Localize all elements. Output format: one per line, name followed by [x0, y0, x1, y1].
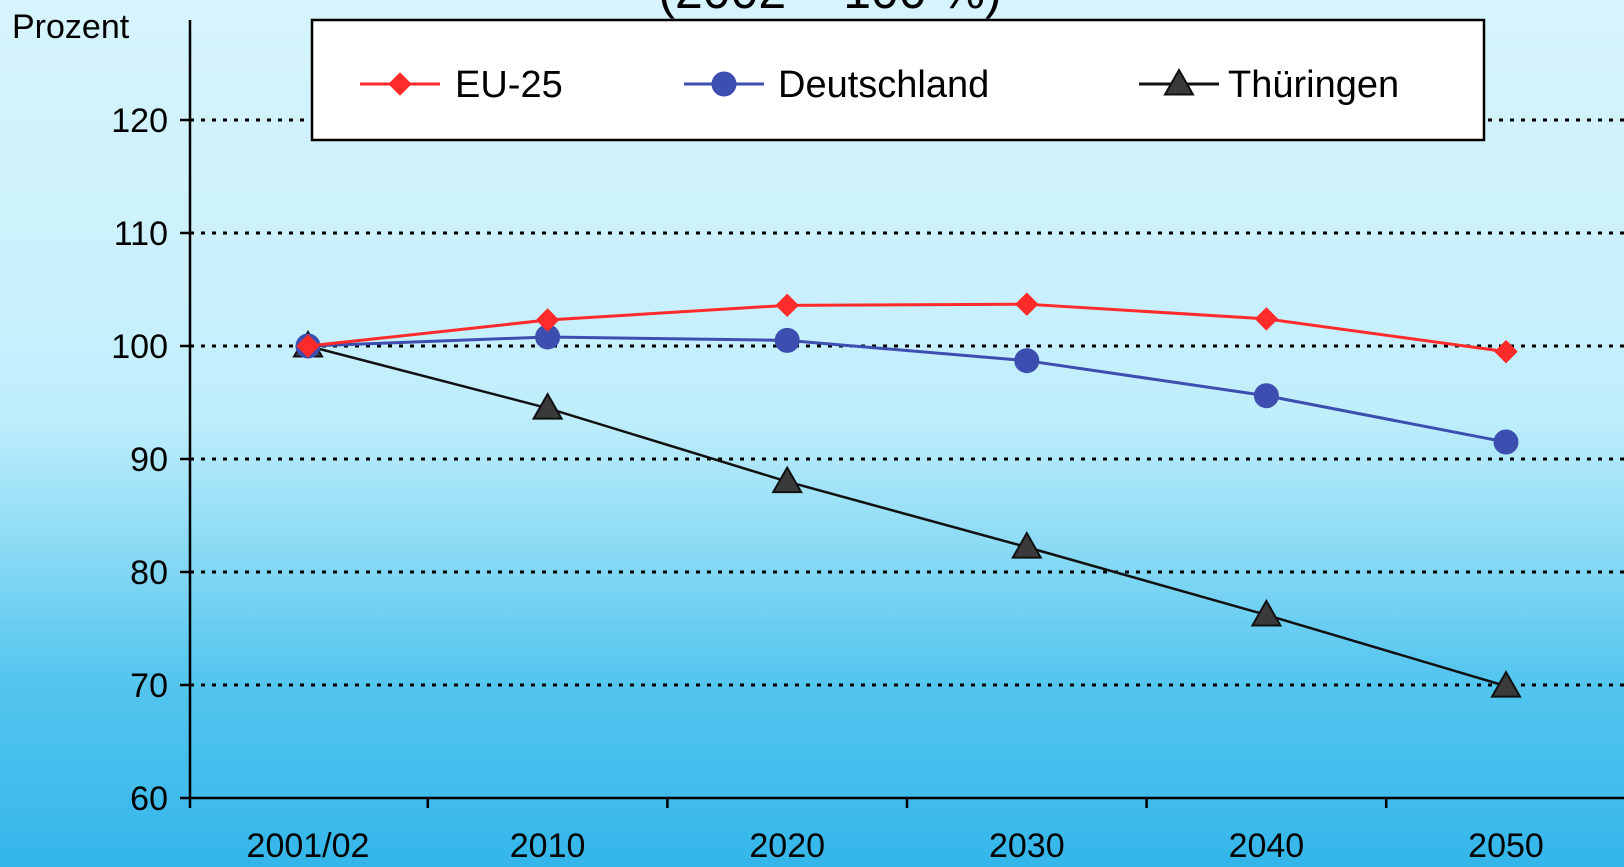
series-line: [307, 335, 1507, 444]
data-point: [774, 327, 800, 353]
data-point: [1015, 292, 1039, 316]
y-tick-label: 100: [111, 328, 168, 366]
data-point: [771, 465, 803, 494]
data-point: [531, 392, 564, 420]
y-tick-labels: 60 70 80 90 100 110 120: [111, 102, 168, 818]
data-point: [1490, 670, 1522, 698]
x-tick-label: 2001/02: [247, 827, 370, 865]
y-tick-label: 70: [130, 667, 168, 705]
x-tick-label: 2050: [1468, 827, 1544, 865]
series-thüringen: [292, 329, 1522, 698]
data-point: [1493, 429, 1519, 455]
x-tick-labels: 2001/02 2010 2020 2030 2040 2050: [247, 827, 1544, 865]
legend-item: Deutschland: [684, 64, 989, 106]
legend-item: EU-25: [360, 64, 563, 106]
data-point: [1250, 598, 1283, 627]
series-line: [307, 302, 1507, 354]
y-tick-label: 120: [111, 102, 168, 140]
x-tick-label: 2030: [989, 827, 1065, 865]
data-point: [775, 293, 799, 318]
data-point: [1011, 531, 1043, 559]
data-point: [1253, 383, 1279, 409]
y-tick-label: 80: [130, 554, 168, 592]
legend-box: [310, 18, 1486, 142]
series-line: [307, 344, 1507, 688]
legend-label: EU-25: [455, 64, 563, 106]
data-point: [1494, 339, 1518, 364]
legend-item: Thüringen: [1139, 64, 1399, 106]
y-tick-label: 90: [130, 441, 168, 479]
y-tick-label: 60: [130, 780, 168, 818]
axes: [180, 20, 1624, 808]
legend-marker: [388, 72, 412, 96]
series-eu-25: [296, 292, 1518, 364]
data-point: [296, 334, 320, 358]
data-point: [1014, 348, 1040, 374]
legend-marker: [1163, 67, 1195, 96]
gridlines: [190, 118, 1624, 687]
x-tick-label: 2020: [749, 827, 825, 865]
legend: EU-25 Deutschland Thüringen: [310, 18, 1486, 142]
legend-label: Thüringen: [1228, 64, 1399, 106]
y-axis-label: Prozent: [12, 8, 130, 46]
series: [292, 292, 1522, 698]
data-point: [1254, 307, 1279, 331]
x-tick-label: 2040: [1229, 827, 1305, 865]
y-tick-label: 110: [114, 215, 168, 253]
data-point: [535, 308, 560, 332]
legend-label: Deutschland: [778, 64, 989, 106]
chart-title: (2002 = 100 %): [658, 0, 1001, 19]
x-tick-label: 2010: [510, 827, 586, 865]
legend-marker: [711, 71, 737, 97]
